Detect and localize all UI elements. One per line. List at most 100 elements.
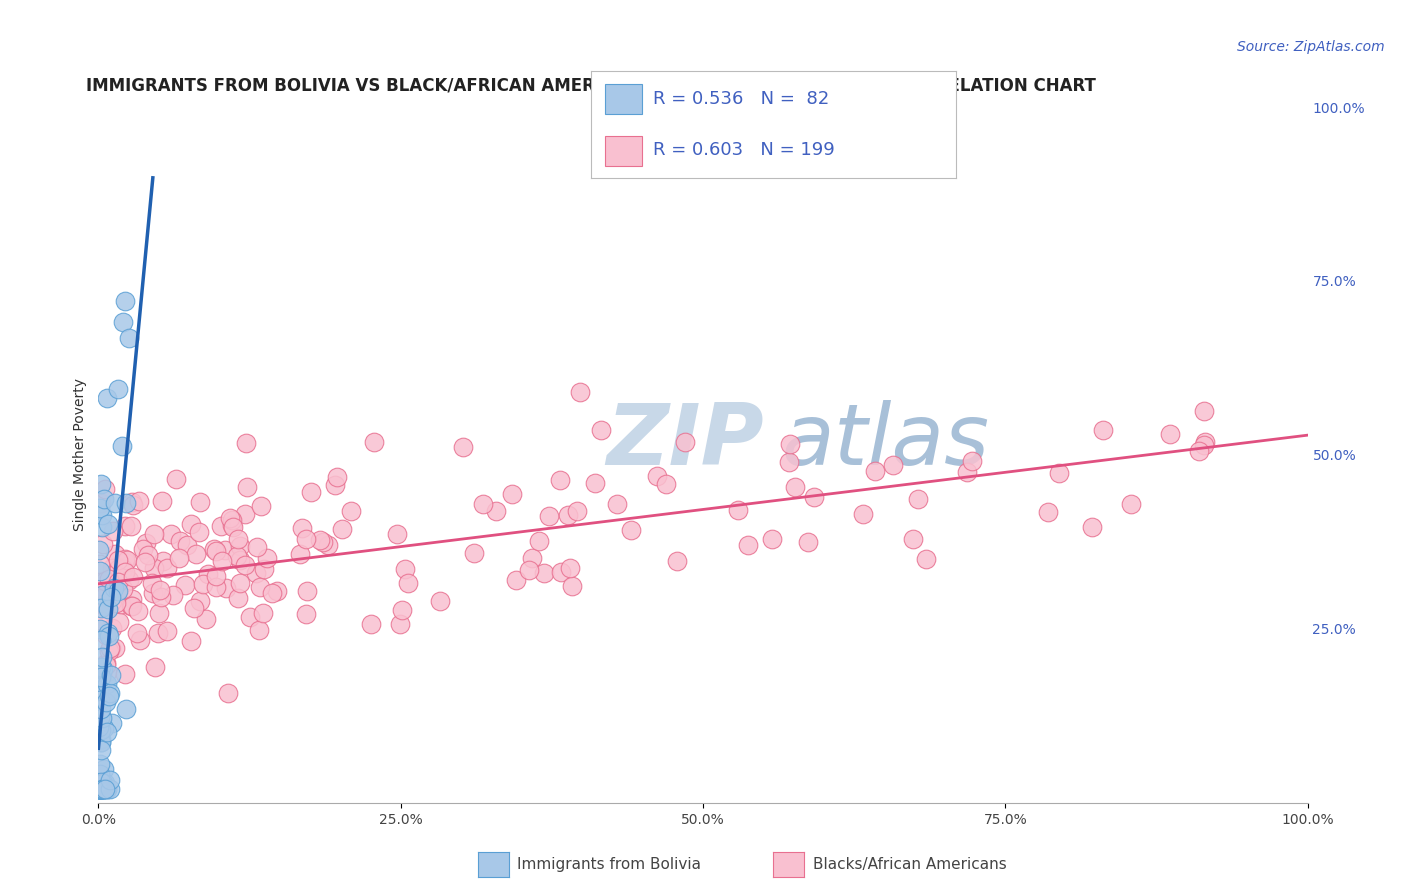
Point	[94, 775, 117, 789]
Point	[152, 554, 174, 568]
Point	[915, 551, 938, 566]
Point	[360, 617, 382, 632]
Point	[266, 584, 288, 599]
Point	[907, 491, 929, 506]
Point	[90, 774, 112, 789]
Point	[558, 560, 581, 574]
Point	[89, 781, 111, 796]
Point	[783, 479, 806, 493]
Point	[89, 767, 111, 781]
Point	[239, 609, 262, 624]
Point	[91, 781, 114, 796]
Point	[295, 533, 318, 547]
Point	[100, 561, 122, 575]
Point	[101, 524, 124, 538]
Point	[96, 587, 118, 601]
Point	[180, 633, 202, 648]
Point	[221, 513, 243, 527]
Point	[1036, 505, 1059, 519]
Point	[89, 781, 111, 796]
Point	[143, 660, 166, 674]
Point	[104, 640, 127, 655]
Point	[291, 521, 314, 535]
Point	[132, 541, 155, 556]
Point	[90, 508, 112, 522]
Point	[761, 533, 783, 547]
Point	[121, 495, 143, 509]
Point	[91, 781, 114, 796]
Point	[87, 781, 110, 796]
Point	[90, 781, 112, 796]
Point	[87, 781, 110, 796]
Point	[1081, 519, 1104, 533]
Point	[89, 781, 111, 796]
Point	[779, 437, 801, 451]
Point	[100, 621, 122, 635]
Point	[589, 423, 612, 437]
Text: Immigrants from Bolivia: Immigrants from Bolivia	[517, 857, 702, 871]
Point	[235, 436, 257, 450]
Point	[89, 693, 111, 707]
Point	[89, 779, 111, 793]
Point	[1192, 404, 1215, 418]
Point	[94, 482, 117, 496]
Point	[121, 519, 143, 533]
Point	[91, 649, 114, 664]
Point	[98, 772, 121, 787]
Point	[256, 550, 278, 565]
Point	[136, 548, 159, 562]
Bar	[605, 84, 641, 114]
Text: Source: ZipAtlas.com: Source: ZipAtlas.com	[1237, 40, 1385, 54]
Point	[121, 592, 143, 607]
Point	[127, 625, 149, 640]
Point	[152, 493, 174, 508]
Text: IMMIGRANTS FROM BOLIVIA VS BLACK/AFRICAN AMERICAN SINGLE MOTHER POVERTY CORRELAT: IMMIGRANTS FROM BOLIVIA VS BLACK/AFRICAN…	[86, 77, 1097, 95]
Point	[484, 504, 506, 518]
Point	[100, 640, 122, 655]
Point	[96, 665, 118, 680]
Point	[557, 508, 579, 522]
Point	[89, 757, 111, 772]
Point	[561, 579, 583, 593]
Point	[246, 540, 269, 554]
Point	[134, 555, 156, 569]
Point	[517, 563, 540, 577]
Y-axis label: Single Mother Poverty: Single Mother Poverty	[73, 378, 87, 532]
Point	[107, 553, 129, 567]
Point	[115, 553, 138, 567]
Point	[91, 588, 114, 602]
Point	[852, 507, 875, 521]
Point	[89, 720, 111, 734]
Point	[204, 569, 226, 583]
Point	[188, 594, 211, 608]
Point	[98, 686, 121, 700]
Point	[112, 315, 135, 329]
Point	[89, 680, 111, 694]
Point	[97, 626, 120, 640]
Point	[533, 566, 555, 581]
Point	[673, 434, 696, 449]
Point	[90, 574, 112, 588]
Point	[148, 625, 170, 640]
Point	[96, 628, 118, 642]
Point	[108, 615, 131, 629]
Point	[205, 580, 228, 594]
Point	[90, 614, 112, 628]
Point	[1188, 443, 1211, 458]
Point	[103, 582, 125, 596]
Point	[188, 524, 211, 539]
Point	[214, 581, 236, 595]
Point	[114, 552, 136, 566]
Point	[396, 575, 419, 590]
Point	[537, 509, 560, 524]
Point	[107, 574, 129, 589]
Point	[101, 594, 124, 608]
Point	[252, 606, 274, 620]
Point	[451, 440, 474, 454]
Point	[107, 585, 129, 599]
Point	[94, 657, 117, 671]
Point	[94, 658, 117, 673]
Point	[882, 458, 904, 473]
Point	[1121, 497, 1143, 511]
Point	[226, 549, 249, 563]
